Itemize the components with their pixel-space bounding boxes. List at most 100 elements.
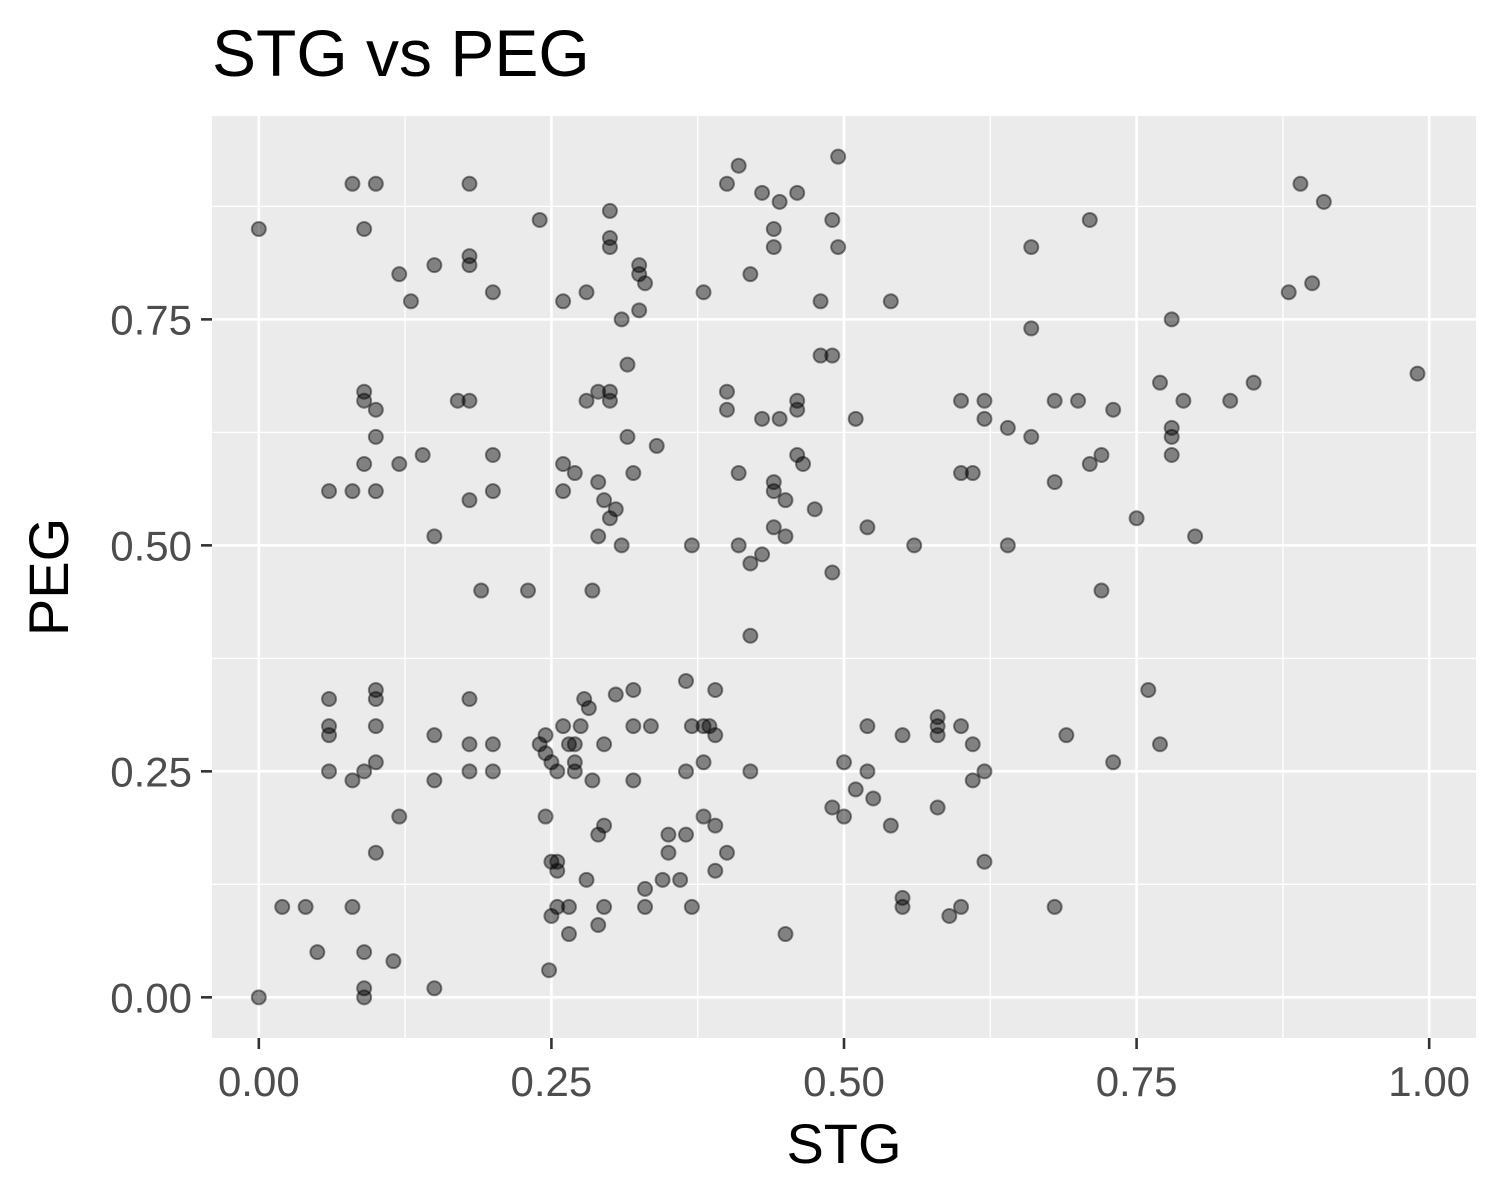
data-point [549,763,566,780]
data-point [590,383,607,400]
data-point [631,302,648,319]
data-point [771,193,788,210]
data-point [953,465,970,482]
data-point [695,754,712,771]
data-point [367,718,384,735]
data-point [426,528,443,545]
data-point [590,826,607,843]
data-point [976,392,993,409]
data-point [953,898,970,915]
data-point [601,202,618,219]
data-point [765,220,782,237]
data-point [520,582,536,599]
data-point [590,528,607,545]
data-point [601,230,618,247]
data-point [309,944,326,961]
data-point [754,410,771,427]
data-point [765,519,782,536]
data-point [648,437,665,454]
data-point [385,953,402,970]
data-point [344,772,361,789]
data-point [1280,284,1297,301]
data-point [484,736,501,753]
data-point [1046,474,1063,491]
data-point [1187,528,1204,545]
data-point [730,157,747,174]
data-point [566,754,583,771]
data-point [1046,898,1063,915]
data-point [461,691,478,708]
data-point [426,980,443,997]
y-axis-title: PEG [17,518,80,636]
data-point [549,862,566,879]
data-point [718,383,735,400]
data-point [250,989,267,1006]
data-point [321,483,338,500]
data-point [637,880,654,897]
data-point [572,718,589,735]
data-point [836,808,852,825]
data-point [777,926,794,943]
data-point [976,853,993,870]
data-point [754,184,771,201]
data-point [537,808,554,825]
data-point [824,347,841,364]
data-point [718,175,735,192]
data-point [882,817,899,834]
data-point [1128,510,1145,527]
data-point [637,898,654,915]
data-point [1105,754,1122,771]
data-point [859,763,876,780]
data-point [601,392,618,409]
data-point [765,239,782,256]
y-axis: 0.00 0.25 0.50 0.75 [110,296,212,1021]
data-point [964,736,981,753]
data-point [642,718,659,735]
data-point [560,736,577,753]
data-point [683,718,700,735]
data-point [683,898,700,915]
data-point [356,392,373,409]
data-point [578,871,595,888]
data-point [402,293,419,310]
x-axis: 0.00 0.25 0.50 0.75 1.00 [218,1038,1470,1105]
data-point [894,898,911,915]
data-point [1140,681,1157,698]
data-point [473,582,490,599]
data-point [1023,428,1040,445]
data-point [707,681,724,698]
data-point [1175,392,1192,409]
data-point [367,754,384,771]
data-point [953,392,970,409]
data-point [1081,211,1098,228]
data-point [531,211,548,228]
data-point [356,220,373,237]
data-point [1304,275,1321,292]
data-point [584,582,601,599]
data-point [812,293,829,310]
data-point [654,871,671,888]
data-point [999,419,1016,436]
x-axis-title: STG [786,1112,901,1175]
data-point [894,889,911,906]
data-point [678,826,694,843]
data-point [426,772,443,789]
data-point [625,465,642,482]
data-point [1163,428,1180,445]
data-point [1292,175,1309,192]
data-point [695,718,712,735]
data-point [637,275,654,292]
data-point [789,446,806,463]
data-point [549,898,566,915]
data-point [765,483,782,500]
data-point [356,763,373,780]
data-point [789,401,806,418]
data-point [1093,582,1110,599]
data-point [549,853,566,870]
data-point [1315,193,1332,210]
data-point [964,465,981,482]
data-point [742,627,759,644]
x-tick-label: 0.75 [1096,1058,1178,1105]
data-point [578,284,595,301]
data-point [566,736,583,753]
